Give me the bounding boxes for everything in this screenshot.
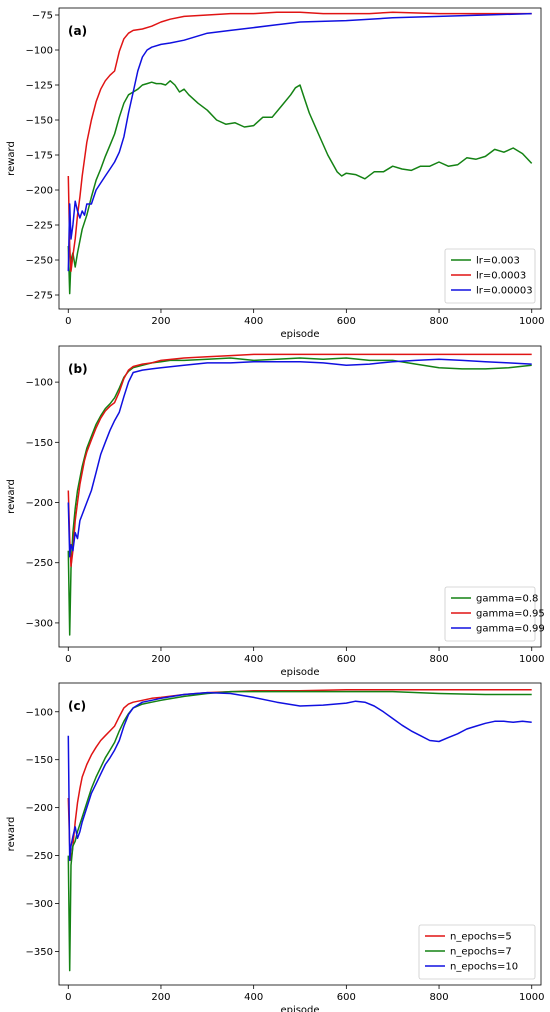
legend-entry: n_epochs=5 — [450, 932, 512, 943]
legend-entry: gamma=0.95 — [476, 609, 545, 620]
panel-0: 0 200 400 600 800 1000 −275 −250 −225 −200 −175 −15… — [6, 7, 544, 340]
legend-entry: gamma=0.99 — [476, 624, 545, 635]
x-tick-label: 0 — [65, 316, 71, 327]
x-axis-label: episode — [280, 1005, 319, 1012]
y-tick-label: −250 — [26, 256, 53, 267]
series-line-1 — [67, 353, 532, 568]
panel-2: 0 200 400 600 800 1000 −350 −300 −250 −200 −150 −10… — [6, 682, 544, 1012]
panel-1: 0 200 400 600 800 1000 −300 −250 −200 −150 −100 epi… — [6, 345, 545, 678]
legend-entry: lr=0.00003 — [476, 286, 533, 297]
y-tick-label: −250 — [26, 558, 53, 569]
x-tick-label: 200 — [151, 654, 170, 665]
plot-frame — [58, 345, 542, 648]
y-axis-label: reward — [6, 479, 17, 514]
panel-label: (b) — [68, 362, 88, 376]
series-line-2 — [67, 12, 532, 272]
x-tick-label: 0 — [65, 992, 71, 1003]
y-tick-label: −300 — [26, 899, 53, 910]
y-tick-label: −275 — [26, 291, 53, 302]
legend: lr=0.003 lr=0.0003 lr=0.00003 — [444, 248, 536, 304]
y-tick-label: −225 — [26, 221, 53, 232]
series-line-1 — [67, 11, 532, 272]
x-tick-label: 600 — [337, 316, 356, 327]
legend: gamma=0.8 gamma=0.95 gamma=0.99 — [444, 586, 545, 642]
series-line-2 — [67, 358, 532, 558]
y-tick-label: −350 — [26, 947, 53, 958]
y-axis-label: reward — [6, 141, 17, 176]
series-line-0 — [67, 80, 533, 295]
series-line-0 — [67, 688, 532, 862]
plot-frame — [58, 682, 542, 986]
legend-entry: gamma=0.8 — [476, 594, 538, 605]
y-tick-label: −250 — [26, 851, 53, 862]
x-tick-label: 0 — [65, 654, 71, 665]
x-tick-label: 800 — [429, 316, 448, 327]
x-tick-label: 600 — [337, 654, 356, 665]
panel-label: (c) — [68, 699, 86, 713]
y-tick-label: −100 — [26, 707, 53, 718]
legend-entry: n_epochs=10 — [450, 962, 518, 973]
x-tick-label: 1000 — [519, 316, 544, 327]
x-tick-label: 200 — [151, 992, 170, 1003]
y-tick-label: −200 — [26, 803, 53, 814]
y-tick-label: −300 — [26, 618, 53, 629]
plot-frame — [58, 7, 542, 310]
x-tick-label: 400 — [244, 992, 263, 1003]
legend-entry: n_epochs=7 — [450, 947, 512, 958]
x-tick-label: 400 — [244, 316, 263, 327]
x-axis-label: episode — [280, 667, 319, 678]
y-tick-label: −125 — [26, 81, 53, 92]
legend-box — [418, 924, 536, 980]
x-tick-label: 800 — [429, 992, 448, 1003]
y-tick-label: −200 — [26, 186, 53, 197]
x-tick-label: 600 — [337, 992, 356, 1003]
legend-entry: lr=0.003 — [476, 256, 520, 267]
legend-entry: lr=0.0003 — [476, 271, 526, 282]
y-tick-label: −150 — [26, 116, 53, 127]
panel-label: (a) — [68, 24, 87, 38]
y-tick-label: −100 — [26, 46, 53, 57]
series-line-2 — [67, 691, 532, 862]
y-tick-label: −75 — [32, 11, 53, 22]
series-line-1 — [67, 690, 532, 972]
x-tick-label: 400 — [244, 654, 263, 665]
y-tick-label: −150 — [26, 438, 53, 449]
x-axis-label: episode — [280, 329, 319, 340]
x-tick-label: 1000 — [519, 992, 544, 1003]
y-tick-label: −100 — [26, 378, 53, 389]
y-tick-label: −200 — [26, 498, 53, 509]
x-tick-label: 200 — [151, 316, 170, 327]
x-tick-label: 1000 — [519, 654, 544, 665]
legend: n_epochs=5 n_epochs=7 n_epochs=10 — [418, 924, 536, 980]
x-tick-label: 800 — [429, 654, 448, 665]
y-axis-label: reward — [6, 817, 17, 852]
y-tick-label: −175 — [26, 151, 53, 162]
y-tick-label: −150 — [26, 755, 53, 766]
